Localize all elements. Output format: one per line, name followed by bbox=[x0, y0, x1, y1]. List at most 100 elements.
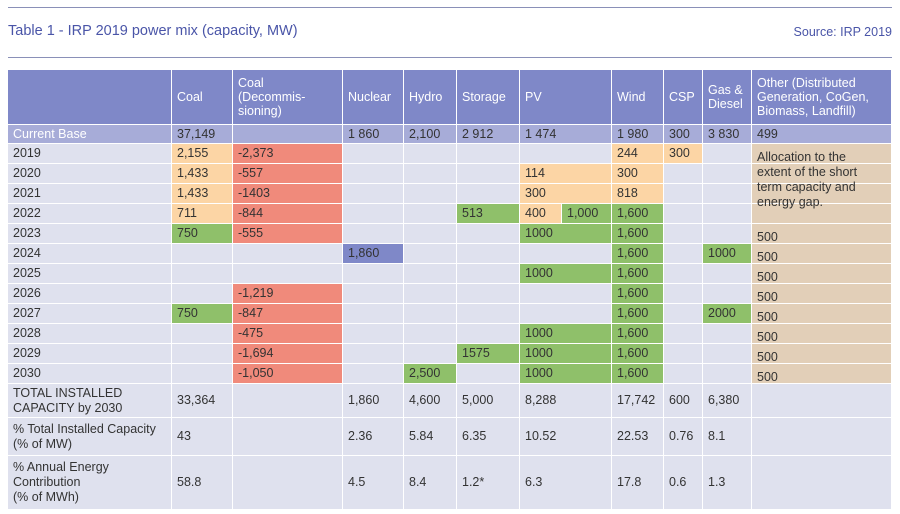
cell-text: TOTAL INSTALLED CAPACITY by 2030 bbox=[13, 385, 123, 415]
cell: 600 bbox=[664, 384, 703, 418]
cell: -1,219 bbox=[233, 284, 343, 304]
cell bbox=[520, 284, 612, 304]
cell-text: -475 bbox=[238, 326, 264, 340]
cell bbox=[703, 264, 752, 284]
cell bbox=[343, 284, 404, 304]
cell: -1403 bbox=[233, 184, 343, 204]
cell-text: 1000 bbox=[525, 366, 553, 380]
cell-text: 1,600 bbox=[617, 266, 649, 280]
cell-text: 4,600 bbox=[409, 393, 441, 407]
cell bbox=[752, 418, 892, 456]
cell bbox=[343, 364, 404, 384]
cell bbox=[520, 144, 612, 164]
cell bbox=[703, 204, 752, 224]
cell-text: 3 830 bbox=[708, 126, 740, 141]
cell: -844 bbox=[233, 204, 343, 224]
cell: 499 bbox=[752, 125, 892, 144]
cell-text: 2,500 bbox=[409, 366, 441, 380]
cell-text: 2 912 bbox=[462, 126, 494, 141]
cell: 1,600 bbox=[612, 284, 664, 304]
cell bbox=[703, 164, 752, 184]
cell-text: -1,050 bbox=[238, 366, 274, 380]
header-cell: Gas & Diesel bbox=[703, 70, 752, 125]
cell-text: 6.3 bbox=[525, 475, 543, 489]
cell bbox=[664, 264, 703, 284]
cell-text: 22.53 bbox=[617, 429, 649, 443]
row-label: % Annual Energy Contribution (% of MWh) bbox=[8, 456, 172, 510]
cell bbox=[664, 344, 703, 364]
cell bbox=[343, 164, 404, 184]
cell: 500 bbox=[752, 344, 892, 364]
cell: 500 bbox=[752, 324, 892, 344]
cell: 300 bbox=[664, 125, 703, 144]
cell: 4.5 bbox=[343, 456, 404, 510]
cell-text: 8.1 bbox=[708, 429, 726, 443]
cell: 400 bbox=[520, 204, 562, 224]
cell-text: 500 bbox=[757, 330, 778, 344]
cell bbox=[404, 344, 457, 364]
cell: 6,380 bbox=[703, 384, 752, 418]
cell-text: 300 bbox=[617, 166, 638, 180]
cell-text: 0.76 bbox=[669, 429, 694, 443]
cell: 5.84 bbox=[404, 418, 457, 456]
cell: 2,100 bbox=[404, 125, 457, 144]
header-cell: PV bbox=[520, 70, 612, 125]
cell-text: 244 bbox=[617, 146, 638, 160]
cell-text: 2021 bbox=[13, 186, 41, 200]
cell-text: 6,380 bbox=[708, 393, 740, 407]
cell-text: -555 bbox=[238, 226, 264, 240]
cell: 0.76 bbox=[664, 418, 703, 456]
cell-text: 1,433 bbox=[177, 166, 209, 180]
cell-text: 1000 bbox=[525, 266, 553, 280]
cell-text: Nuclear bbox=[348, 90, 392, 104]
cell bbox=[404, 184, 457, 204]
cell bbox=[404, 164, 457, 184]
cell bbox=[404, 144, 457, 164]
cell-text: 17,742 bbox=[617, 393, 656, 407]
cell-text: 750 bbox=[177, 226, 198, 240]
cell bbox=[520, 244, 612, 264]
cell-text: Storage bbox=[462, 90, 506, 104]
cell: 8.4 bbox=[404, 456, 457, 510]
cell: 1,600 bbox=[612, 344, 664, 364]
cell bbox=[404, 324, 457, 344]
cell: 17.8 bbox=[612, 456, 664, 510]
cell bbox=[703, 324, 752, 344]
cell: 43 bbox=[172, 418, 233, 456]
cell: 2 912 bbox=[457, 125, 520, 144]
cell bbox=[233, 264, 343, 284]
cell-text: 500 bbox=[757, 250, 778, 264]
header-cell: Coal (Decommis- sioning) bbox=[233, 70, 343, 125]
cell: 1,600 bbox=[612, 224, 664, 244]
cell bbox=[664, 224, 703, 244]
cell-text: 1,000 bbox=[567, 206, 599, 220]
cell bbox=[172, 264, 233, 284]
cell-text: -2,373 bbox=[238, 146, 274, 160]
cell-text: 1,600 bbox=[617, 246, 649, 260]
row-label: 2022 bbox=[8, 204, 172, 224]
cell bbox=[343, 224, 404, 244]
cell-text: 1,860 bbox=[348, 393, 380, 407]
cell bbox=[404, 244, 457, 264]
cell-text: Wind bbox=[617, 90, 646, 104]
cell-text: -844 bbox=[238, 206, 264, 220]
cell: 1000 bbox=[520, 224, 612, 244]
cell: 500 bbox=[752, 244, 892, 264]
cell: 1.2* bbox=[457, 456, 520, 510]
cell-text: 1575 bbox=[462, 346, 490, 360]
cell-text: 8.4 bbox=[409, 475, 427, 489]
cell-text: 5,000 bbox=[462, 393, 494, 407]
cell-text: 1.2* bbox=[462, 475, 485, 489]
header-cell: Nuclear bbox=[343, 70, 404, 125]
cell-text: 750 bbox=[177, 306, 198, 320]
cell: 33,364 bbox=[172, 384, 233, 418]
cell-text: Gas & Diesel bbox=[708, 83, 743, 111]
cell bbox=[664, 364, 703, 384]
cell: 1,433 bbox=[172, 184, 233, 204]
cell: Allocation to the extent of the short te… bbox=[752, 144, 892, 209]
cell-text: 43 bbox=[177, 429, 191, 443]
cell-text: Hydro bbox=[409, 90, 443, 104]
cell bbox=[233, 384, 343, 418]
cell: 5,000 bbox=[457, 384, 520, 418]
